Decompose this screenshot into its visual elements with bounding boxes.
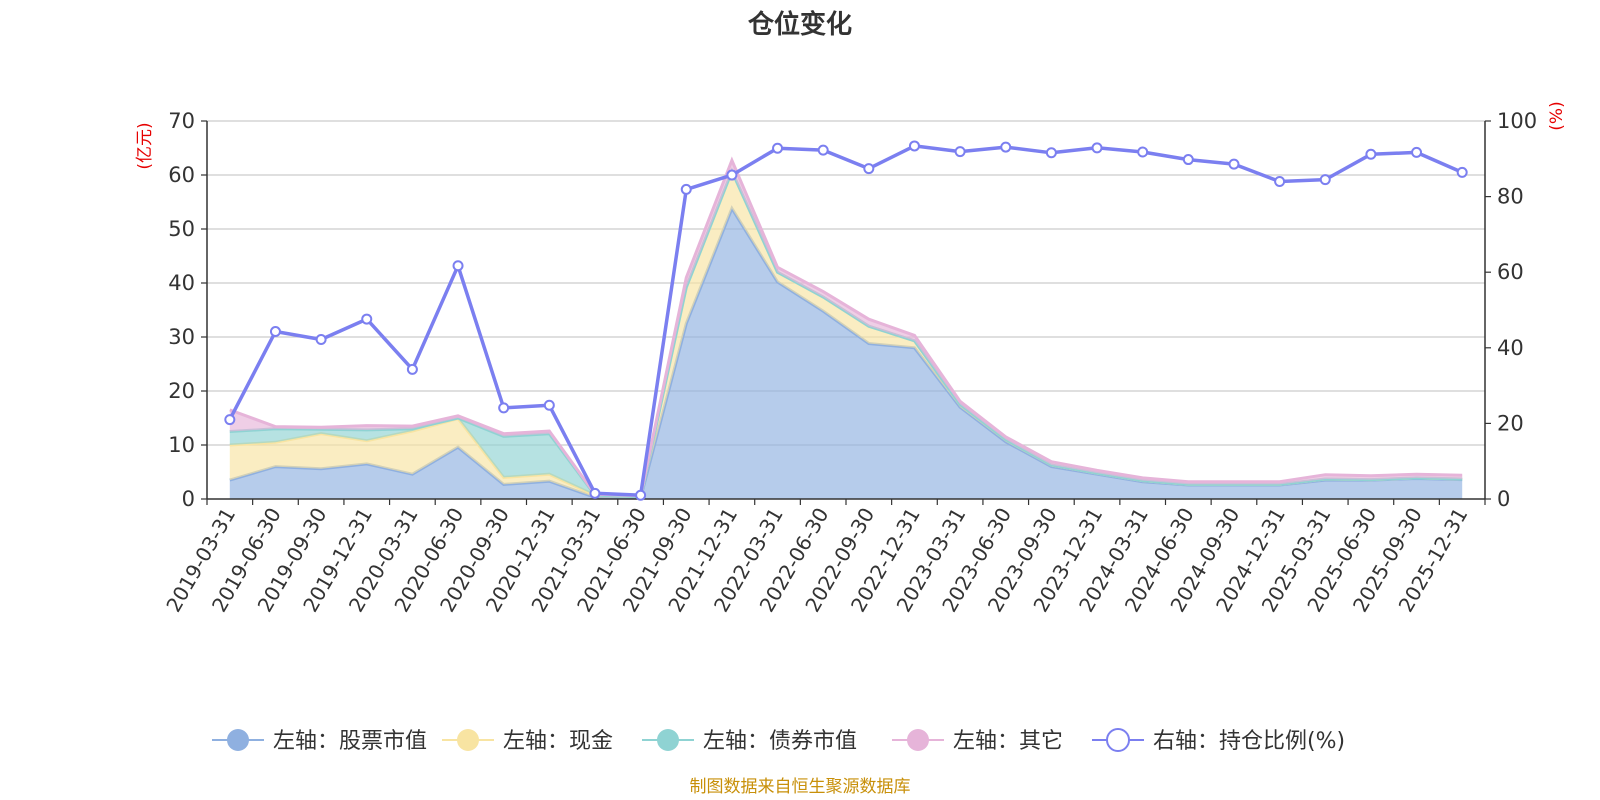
ratio-point — [772, 142, 784, 154]
right-tick-label: 80 — [1497, 185, 1524, 209]
right-tick-label: 20 — [1497, 411, 1524, 435]
ratio-point — [908, 140, 920, 152]
right-tick-label: 100 — [1497, 109, 1537, 133]
ratio-point — [1000, 141, 1012, 153]
ratio-point — [1137, 146, 1149, 158]
area-series-2 — [229, 171, 1463, 498]
left-tick-label: 30 — [168, 325, 195, 349]
ratio-point — [1228, 158, 1240, 170]
chart-title: 仓位变化 — [747, 9, 852, 40]
ratio-point — [1411, 146, 1423, 158]
ratio-point — [680, 183, 692, 195]
ratio-point — [817, 144, 829, 156]
left-tick-label: 40 — [168, 271, 195, 295]
ratio-point — [589, 487, 601, 499]
legend-label: 左轴：其它 — [953, 729, 1063, 754]
ratio-point — [1319, 174, 1331, 186]
ratio-point — [315, 333, 327, 345]
ratio-line — [224, 140, 1468, 501]
data-source-note: 制图数据来自恒生聚源数据库 — [690, 777, 911, 797]
ratio-point — [452, 260, 464, 272]
legend-marker — [907, 729, 929, 751]
ratio-line-path — [228, 144, 1463, 497]
legend-marker — [227, 729, 249, 751]
left-tick-label: 50 — [168, 217, 195, 241]
right-tick-label: 40 — [1497, 336, 1524, 360]
legend-label: 右轴：持仓比例(%) — [1153, 729, 1345, 754]
legend-marker — [1106, 728, 1130, 752]
ratio-point — [863, 163, 875, 175]
left-tick-label: 60 — [168, 163, 195, 187]
legend-label: 左轴：现金 — [503, 729, 613, 754]
left-axis-unit: (亿元) — [135, 122, 155, 169]
legend-marker — [457, 729, 479, 751]
legend-marker — [657, 729, 679, 751]
ratio-point — [406, 363, 418, 375]
ratio-point — [269, 326, 281, 338]
legend-label: 左轴：股票市值 — [273, 729, 427, 754]
ratio-point — [498, 402, 510, 414]
left-tick-label: 0 — [182, 487, 195, 511]
right-tick-label: 0 — [1497, 487, 1510, 511]
ratio-point — [543, 399, 555, 411]
ratio-point — [224, 414, 236, 426]
area-edge-series-4 — [229, 156, 1463, 498]
legend: 左轴：股票市值 左轴：现金 左轴：债券市值 左轴：其它 右轴：持仓比例(%) — [212, 728, 1345, 754]
ratio-point — [1365, 148, 1377, 160]
ratio-point — [361, 313, 373, 325]
stacked-areas — [229, 156, 1463, 500]
left-tick-label: 10 — [168, 433, 195, 457]
right-axis-unit: (%) — [1547, 101, 1567, 130]
left-tick-label: 70 — [168, 109, 195, 133]
ratio-point — [1091, 142, 1103, 154]
legend-label: 左轴：债券市值 — [703, 729, 857, 754]
ratio-point — [1182, 154, 1194, 166]
ratio-point — [1456, 166, 1468, 178]
left-tick-label: 20 — [168, 379, 195, 403]
ratio-point — [1274, 175, 1286, 187]
area-series-1 — [229, 208, 1463, 499]
right-tick-label: 60 — [1497, 260, 1524, 284]
ratio-point — [954, 146, 966, 158]
ratio-point — [726, 169, 738, 181]
ratio-point — [635, 489, 647, 501]
ratio-point — [1045, 147, 1057, 159]
